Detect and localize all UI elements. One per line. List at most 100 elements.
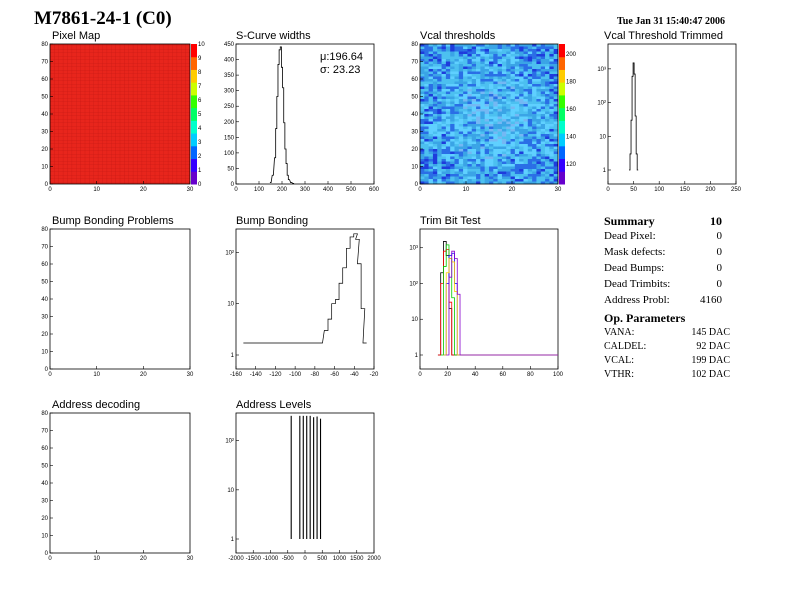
plot-frame — [419, 228, 559, 370]
heat-cell — [497, 161, 503, 165]
heat-cell — [480, 136, 485, 140]
heat-cell — [497, 179, 503, 182]
heat-cell — [545, 166, 550, 170]
heat-cell — [489, 156, 494, 160]
heat-cell — [441, 174, 447, 177]
heat-cell — [519, 74, 524, 77]
heat-cell — [523, 119, 529, 122]
heat-cell — [489, 84, 494, 87]
y-tick-label: 10 — [41, 165, 48, 171]
heat-cell — [527, 154, 533, 157]
heat-cell — [549, 121, 554, 125]
heat-cell — [510, 96, 516, 100]
heat-cell — [467, 134, 473, 137]
heat-cell — [527, 116, 533, 120]
heat-cell — [514, 101, 520, 105]
heat-cell — [501, 114, 507, 117]
heat-cell — [553, 169, 559, 172]
heat-cell — [523, 131, 529, 135]
heat-cell — [536, 74, 542, 77]
heat-cell — [536, 164, 542, 167]
heat-cell — [458, 176, 464, 180]
heat-cell — [480, 166, 485, 170]
heat-cell — [424, 161, 429, 165]
heat-cell — [540, 121, 546, 125]
heat-cell — [540, 139, 546, 142]
heat-cell — [540, 44, 546, 47]
heat-cell — [420, 94, 425, 97]
heat-cell — [454, 144, 460, 147]
heat-cell — [510, 116, 516, 120]
heat-cell — [458, 71, 464, 75]
y-tick-label: 10² — [597, 101, 606, 107]
heat-cell — [450, 154, 455, 157]
heat-cell — [527, 86, 533, 90]
heat-cell — [437, 114, 442, 117]
summary-value: 4160 — [700, 294, 722, 306]
heat-cell — [519, 119, 524, 122]
heat-cell — [536, 54, 542, 57]
heat-cell — [450, 144, 455, 147]
heat-cell — [471, 89, 477, 92]
heat-cell — [501, 51, 507, 55]
heat-cell — [484, 144, 490, 147]
heat-cell — [549, 114, 554, 117]
heat-cell — [476, 111, 481, 115]
heat-cell — [510, 44, 516, 47]
heat-cell — [420, 46, 425, 50]
heat-cell — [489, 51, 494, 55]
heat-cell — [532, 94, 537, 97]
heat-cell — [458, 154, 464, 157]
heat-cell — [532, 66, 537, 70]
heat-cell — [458, 161, 464, 165]
heat-cell — [514, 181, 520, 185]
heat-cell — [480, 74, 485, 77]
heat-cell — [532, 156, 537, 160]
heat-cell — [471, 171, 477, 175]
heat-cell — [441, 64, 447, 67]
heat-cell — [467, 169, 473, 172]
trim-bit-series — [446, 250, 558, 356]
y-tick-label: 20 — [411, 147, 418, 153]
heat-cell — [424, 171, 429, 175]
heat-cell — [549, 151, 554, 155]
heat-cell — [424, 59, 429, 62]
x-tick-label: 30 — [187, 187, 194, 193]
heat-cell — [424, 139, 429, 142]
heat-cell — [532, 159, 537, 162]
heat-cell — [506, 86, 511, 90]
z-tick-label: 6 — [198, 98, 202, 104]
heat-cell — [454, 61, 460, 65]
heat-cell — [514, 161, 520, 165]
z-tick-label: 140 — [566, 135, 577, 141]
heat-cell — [441, 74, 447, 77]
heat-cell — [437, 59, 442, 62]
heat-cell — [437, 106, 442, 110]
x-tick-label: 2000 — [367, 556, 381, 562]
heat-cell — [450, 51, 455, 55]
heat-cell — [545, 129, 550, 132]
heat-cell — [484, 129, 490, 132]
heat-cell — [540, 181, 546, 185]
heat-cell — [454, 114, 460, 117]
heat-cell — [489, 96, 494, 100]
heat-cell — [467, 124, 473, 127]
heat-cell — [437, 154, 442, 157]
heat-cell — [432, 51, 438, 55]
heat-cell — [497, 169, 503, 172]
heat-cell — [506, 136, 511, 140]
heat-cell — [545, 179, 550, 182]
heat-cell — [420, 71, 425, 75]
heat-cell — [480, 161, 485, 165]
heat-cell — [523, 141, 529, 145]
heat-cell — [424, 104, 429, 107]
heat-cell — [489, 64, 494, 67]
heat-cell — [553, 81, 559, 85]
heat-cell — [540, 141, 546, 145]
heat-cell — [424, 114, 429, 117]
heat-cell — [532, 81, 537, 85]
heat-cell — [445, 161, 451, 165]
heat-cell — [476, 159, 481, 162]
heat-cell — [514, 69, 520, 72]
heat-cell — [424, 129, 429, 132]
